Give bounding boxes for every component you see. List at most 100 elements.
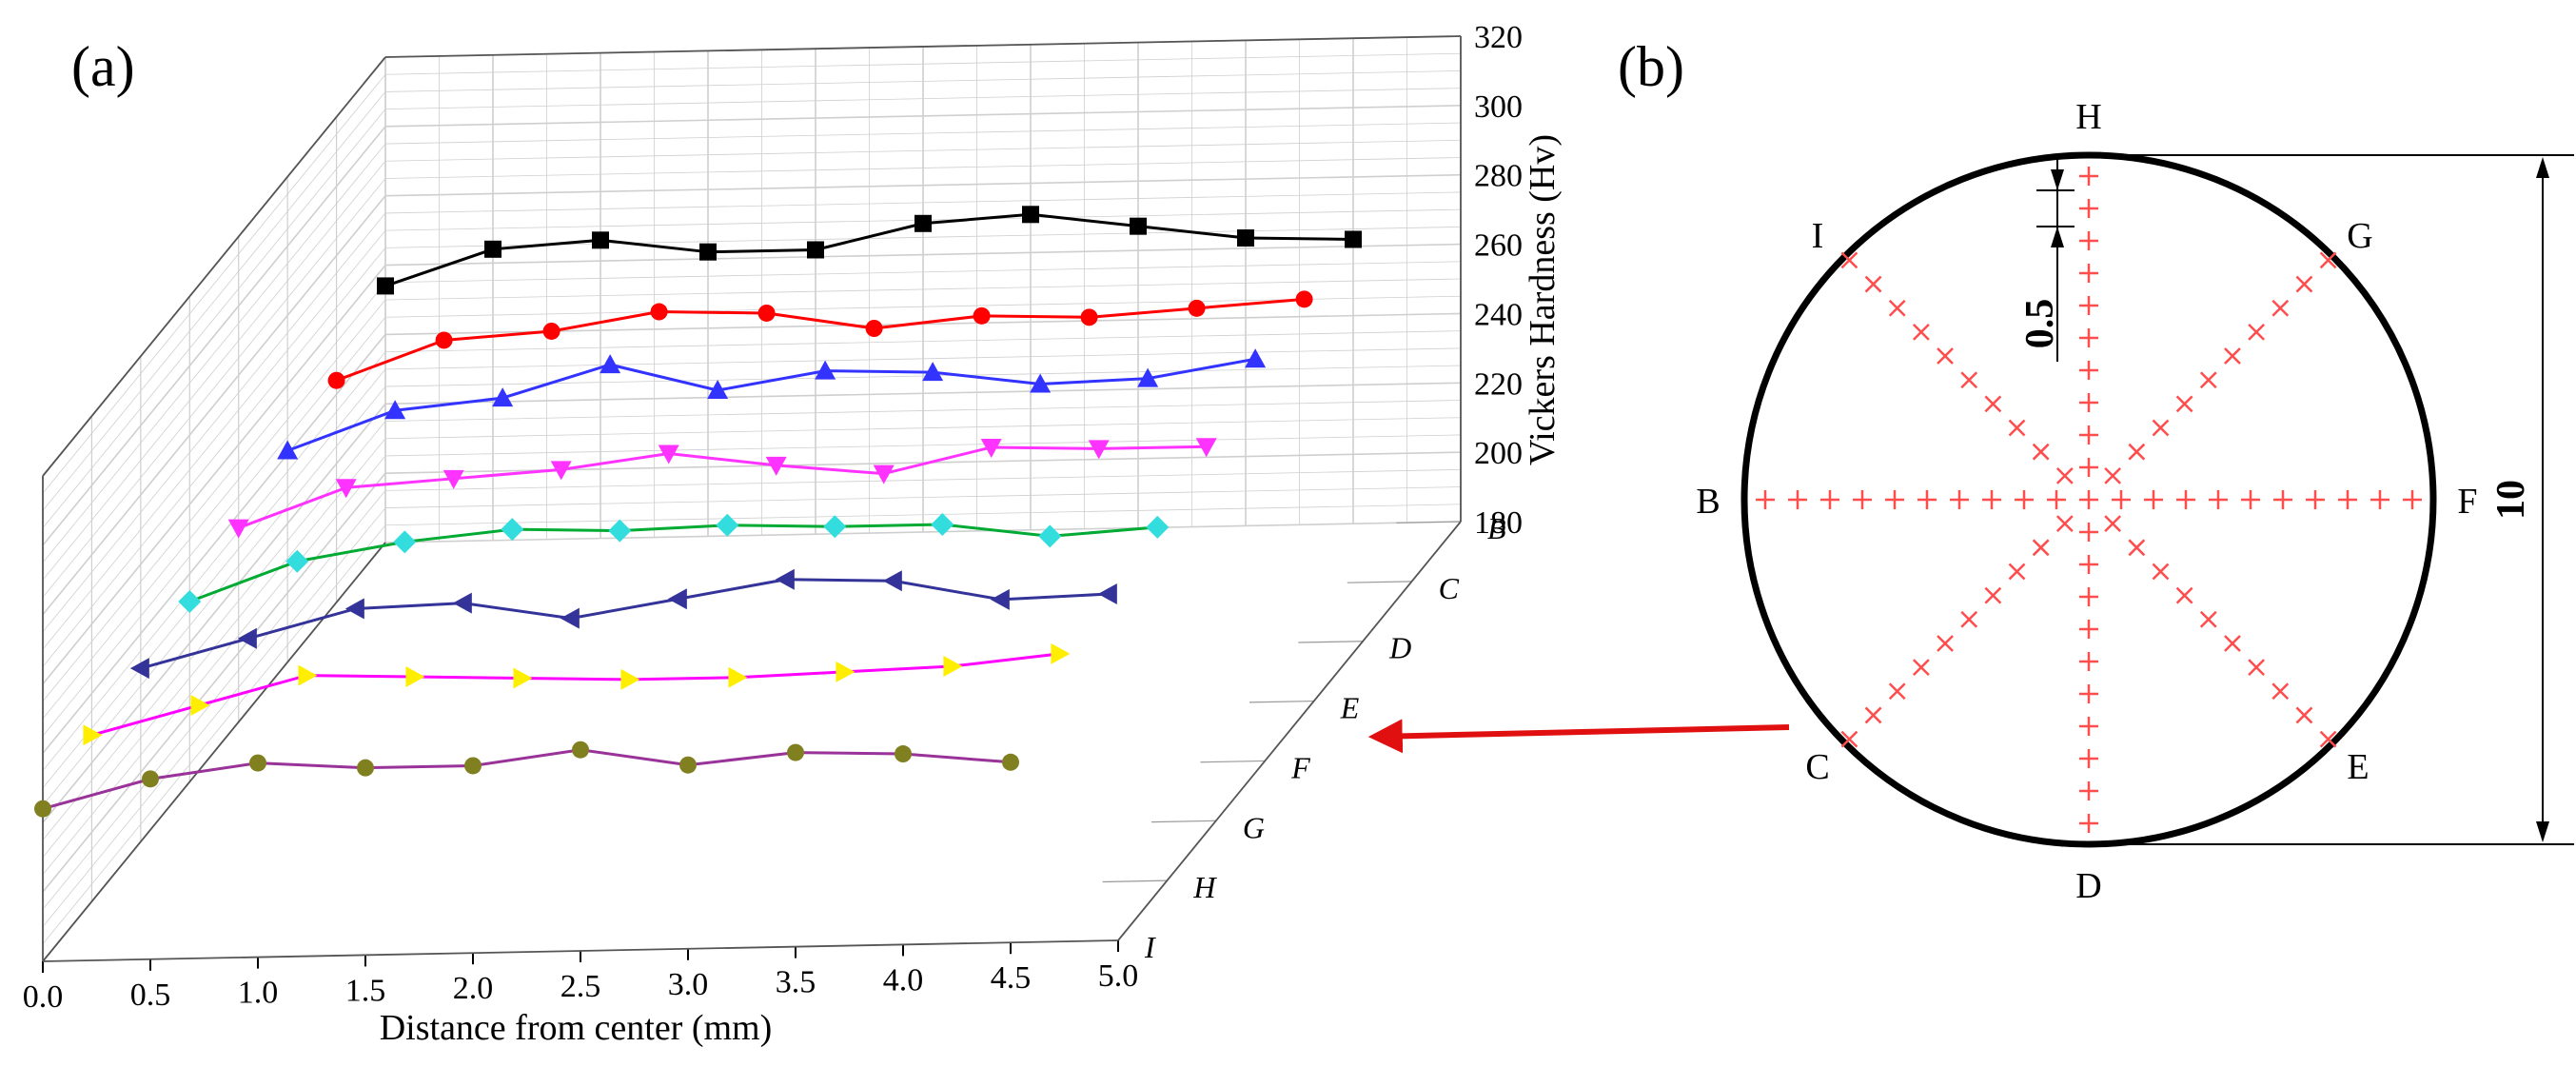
row-tick-label: F xyxy=(1290,750,1310,784)
series-E xyxy=(227,438,1217,539)
indent-cross xyxy=(2032,443,2050,461)
gridline xyxy=(42,472,386,893)
gridline xyxy=(42,524,386,945)
gridline xyxy=(42,333,386,754)
indent-cross xyxy=(1888,299,1906,317)
gridline xyxy=(42,178,386,598)
data-point xyxy=(1345,230,1362,248)
indent-cross xyxy=(2295,275,2313,293)
data-point xyxy=(560,607,580,629)
data-point xyxy=(464,757,482,775)
series-line xyxy=(91,652,1060,737)
data-point xyxy=(492,387,514,407)
x-tick-label: 4.5 xyxy=(991,960,1032,996)
gridline xyxy=(42,109,386,528)
gridline xyxy=(42,299,386,720)
series-line xyxy=(286,357,1256,452)
data-point xyxy=(1146,515,1170,539)
x-tick-label: 2.0 xyxy=(453,971,494,1006)
x-tick-label: 4.0 xyxy=(883,962,924,998)
indent-cross xyxy=(1984,586,2002,604)
gridline xyxy=(42,195,386,616)
gridline xyxy=(1396,521,1462,524)
row-tick-label: I xyxy=(1144,930,1156,964)
series-C xyxy=(327,290,1313,389)
indent-cross xyxy=(2224,347,2241,365)
indent-plus xyxy=(2079,264,2098,283)
indent-cross xyxy=(2248,323,2266,341)
indent-plus xyxy=(2079,620,2098,639)
panel-b-diagram: (b) H G F E D C B I 0.5 10 xyxy=(1618,35,2574,906)
data-point xyxy=(1195,438,1217,458)
data-point xyxy=(914,214,932,232)
indent-cross xyxy=(2175,395,2193,413)
indent-plus xyxy=(1950,490,1969,509)
z-tick-labels: 180 200 220 240 260 280 300 320 xyxy=(1474,20,1523,541)
indent-plus xyxy=(2079,231,2098,250)
series-line xyxy=(238,445,1207,529)
row-tick-label: B xyxy=(1487,511,1506,545)
data-point xyxy=(1051,642,1071,664)
indent-cross xyxy=(2319,730,2337,748)
series-H xyxy=(83,642,1071,746)
indent-plus xyxy=(2015,490,2034,509)
indent-plus xyxy=(2273,490,2292,509)
x-tick-labels: 0.0 0.5 1.0 1.5 2.0 2.5 3.0 3.5 4.0 4.5 5.0 xyxy=(23,958,1139,1015)
x-tick-label: 0.0 xyxy=(23,979,64,1015)
data-point xyxy=(931,513,954,537)
data-point xyxy=(178,590,202,613)
series-B xyxy=(377,206,1362,295)
x-tick-label: 1.5 xyxy=(345,973,386,1008)
indent-cross xyxy=(2199,610,2217,628)
indent-cross xyxy=(2104,515,2122,533)
x-tick-label: 1.0 xyxy=(238,976,279,1011)
indent-plus xyxy=(2079,296,2098,315)
data-point xyxy=(699,243,717,261)
data-point xyxy=(393,530,417,554)
gridline xyxy=(42,265,386,685)
data-point xyxy=(1038,524,1062,548)
diameter-dimension: 10 xyxy=(2089,154,2574,845)
direction-labels: H G F E D C B I xyxy=(1696,97,2477,906)
data-point xyxy=(142,770,159,788)
indent-cross xyxy=(1864,706,1882,724)
frame-edge xyxy=(384,35,1462,58)
indent-markers xyxy=(1756,167,2422,833)
indent-plus xyxy=(2079,199,2098,218)
data-point xyxy=(335,479,357,499)
series-line xyxy=(140,578,1109,670)
data-point xyxy=(815,360,836,380)
data-point xyxy=(327,371,345,389)
gridline xyxy=(42,507,386,927)
direction-label-f: F xyxy=(2457,482,2477,522)
data-point xyxy=(452,592,472,614)
frame-edge xyxy=(1117,521,1462,941)
row-tick-label: C xyxy=(1439,571,1460,605)
z-tick-label: 300 xyxy=(1474,89,1523,125)
indent-cross xyxy=(1937,347,1954,365)
indent-cross xyxy=(1840,251,1858,269)
indent-plus xyxy=(1885,490,1904,509)
indent-plus xyxy=(2079,425,2098,445)
indent-plus xyxy=(2079,328,2098,347)
data-point xyxy=(865,320,883,337)
gridline xyxy=(42,161,386,581)
indent-cross xyxy=(2271,299,2290,317)
series-line xyxy=(384,212,1354,287)
data-point xyxy=(501,518,524,542)
gridline xyxy=(1249,700,1314,703)
data-point xyxy=(277,440,299,460)
gridline xyxy=(42,455,386,876)
indent-plus xyxy=(2144,490,2163,509)
gridline xyxy=(42,351,386,771)
panel-b-label: (b) xyxy=(1618,35,1684,98)
gridline xyxy=(42,368,386,789)
frame-edge xyxy=(42,939,1119,962)
indent-cross xyxy=(2152,563,2170,581)
gridline xyxy=(42,143,386,563)
z-tick-label: 220 xyxy=(1474,366,1523,402)
pointer-arrow xyxy=(1367,719,1790,754)
series-D xyxy=(277,348,1267,460)
data-point xyxy=(572,741,589,759)
